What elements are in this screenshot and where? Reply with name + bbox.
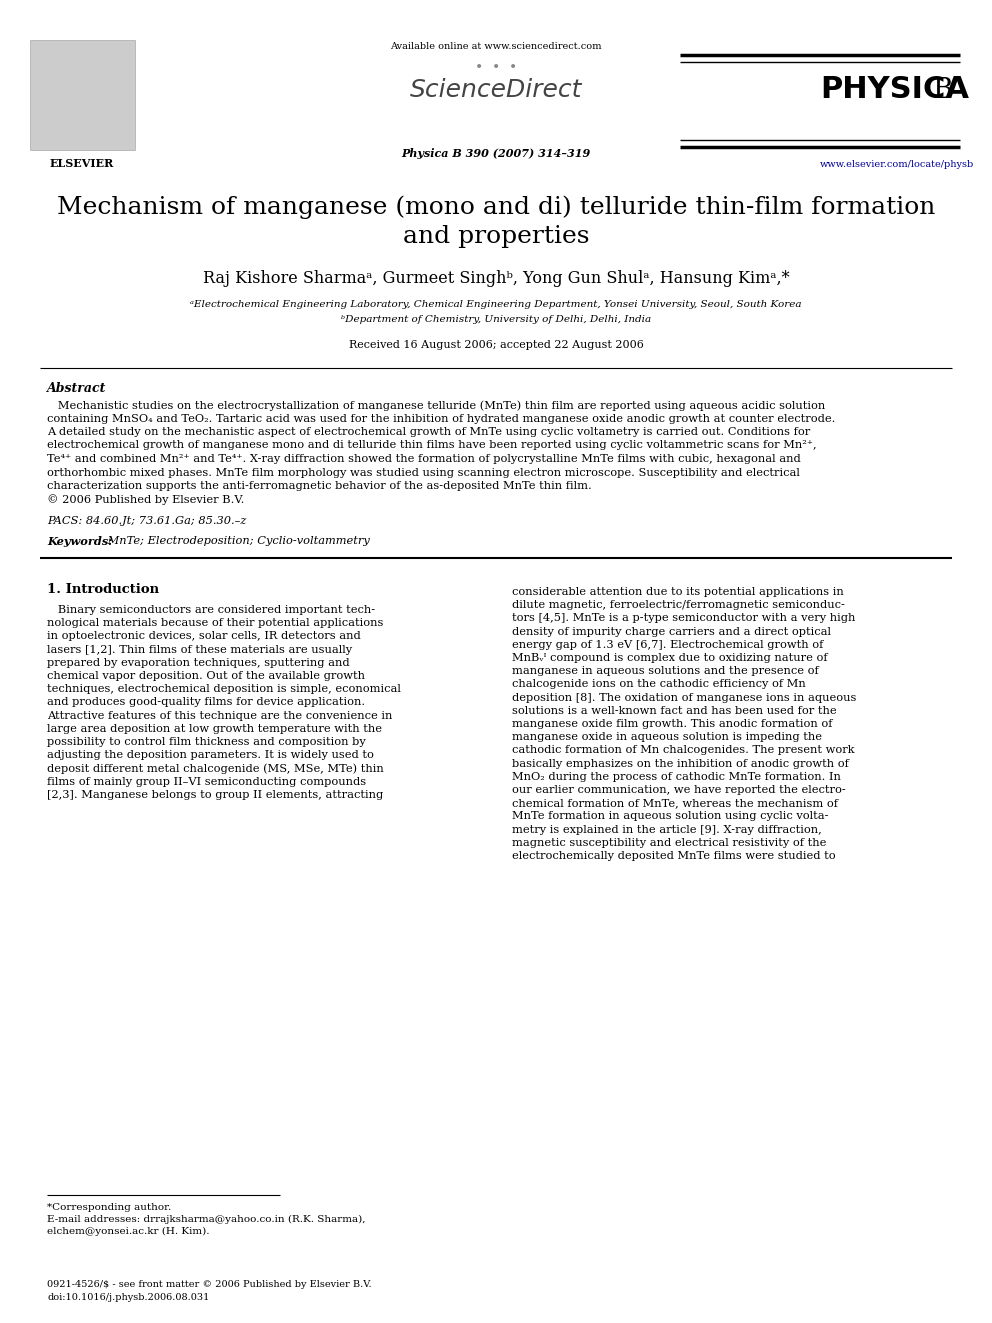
Text: Received 16 August 2006; accepted 22 August 2006: Received 16 August 2006; accepted 22 Aug… — [348, 340, 644, 351]
Text: in optoelectronic devices, solar cells, IR detectors and: in optoelectronic devices, solar cells, … — [47, 631, 361, 642]
Text: electrochemical growth of manganese mono and di telluride thin films have been r: electrochemical growth of manganese mono… — [47, 441, 816, 451]
Text: and produces good-quality films for device application.: and produces good-quality films for devi… — [47, 697, 365, 708]
Text: possibility to control film thickness and composition by: possibility to control film thickness an… — [47, 737, 366, 747]
Text: solutions is a well-known fact and has been used for the: solutions is a well-known fact and has b… — [512, 705, 836, 716]
Text: Keywords:: Keywords: — [47, 536, 112, 546]
Text: considerable attention due to its potential applications in: considerable attention due to its potent… — [512, 587, 844, 597]
Text: Te⁴⁺ and combined Mn²⁺ and Te⁴⁺. X-ray diffraction showed the formation of polyc: Te⁴⁺ and combined Mn²⁺ and Te⁴⁺. X-ray d… — [47, 454, 801, 464]
Text: basically emphasizes on the inhibition of anodic growth of: basically emphasizes on the inhibition o… — [512, 758, 849, 769]
Text: •  •  •: • • • — [475, 60, 517, 74]
Text: Mechanism of manganese (mono and di) telluride thin-film formation: Mechanism of manganese (mono and di) tel… — [57, 194, 935, 218]
Text: deposit different metal chalcogenide (MS, MSe, MTe) thin: deposit different metal chalcogenide (MS… — [47, 763, 384, 774]
Text: doi:10.1016/j.physb.2006.08.031: doi:10.1016/j.physb.2006.08.031 — [47, 1293, 209, 1302]
Text: [2,3]. Manganese belongs to group II elements, attracting: [2,3]. Manganese belongs to group II ele… — [47, 790, 383, 800]
Text: our earlier communication, we have reported the electro-: our earlier communication, we have repor… — [512, 785, 846, 795]
Text: characterization supports the anti-ferromagnetic behavior of the as-deposited Mn: characterization supports the anti-ferro… — [47, 482, 592, 491]
Text: containing MnSO₄ and TeO₂. Tartaric acid was used for the inhibition of hydrated: containing MnSO₄ and TeO₂. Tartaric acid… — [47, 414, 835, 423]
Text: Raj Kishore Sharmaᵃ, Gurmeet Singhᵇ, Yong Gun Shulᵃ, Hansung Kimᵃ,*: Raj Kishore Sharmaᵃ, Gurmeet Singhᵇ, Yon… — [202, 270, 790, 287]
Text: deposition [8]. The oxidation of manganese ions in aqueous: deposition [8]. The oxidation of mangane… — [512, 693, 856, 703]
Text: ScienceDirect: ScienceDirect — [410, 78, 582, 102]
Text: electrochemically deposited MnTe films were studied to: electrochemically deposited MnTe films w… — [512, 851, 835, 861]
Text: Physica B 390 (2007) 314–319: Physica B 390 (2007) 314–319 — [402, 148, 590, 159]
Text: and properties: and properties — [403, 225, 589, 247]
Text: *Corresponding author.: *Corresponding author. — [47, 1203, 172, 1212]
Text: MnTe formation in aqueous solution using cyclic volta-: MnTe formation in aqueous solution using… — [512, 811, 828, 822]
Text: MnBᵥᴵ compound is complex due to oxidizing nature of: MnBᵥᴵ compound is complex due to oxidizi… — [512, 654, 827, 663]
Text: elchem@yonsei.ac.kr (H. Kim).: elchem@yonsei.ac.kr (H. Kim). — [47, 1226, 209, 1236]
Text: www.elsevier.com/locate/physb: www.elsevier.com/locate/physb — [820, 160, 974, 169]
Bar — [30, 40, 135, 149]
Text: ᵇDepartment of Chemistry, University of Delhi, Delhi, India: ᵇDepartment of Chemistry, University of … — [341, 315, 651, 324]
Text: manganese oxide in aqueous solution is impeding the: manganese oxide in aqueous solution is i… — [512, 732, 822, 742]
Text: dilute magnetic, ferroelectric/ferromagnetic semiconduc-: dilute magnetic, ferroelectric/ferromagn… — [512, 601, 845, 610]
Text: chemical formation of MnTe, whereas the mechanism of: chemical formation of MnTe, whereas the … — [512, 798, 838, 808]
Text: Available online at www.sciencedirect.com: Available online at www.sciencedirect.co… — [390, 42, 602, 52]
Text: B: B — [932, 77, 952, 105]
Text: ELSEVIER: ELSEVIER — [50, 157, 114, 169]
Text: E-mail addresses: drrajksharma@yahoo.co.in (R.K. Sharma),: E-mail addresses: drrajksharma@yahoo.co.… — [47, 1215, 365, 1224]
Text: energy gap of 1.3 eV [6,7]. Electrochemical growth of: energy gap of 1.3 eV [6,7]. Electrochemi… — [512, 640, 823, 650]
Text: 0921-4526/$ - see front matter © 2006 Published by Elsevier B.V.: 0921-4526/$ - see front matter © 2006 Pu… — [47, 1279, 372, 1289]
Text: prepared by evaporation techniques, sputtering and: prepared by evaporation techniques, sput… — [47, 658, 349, 668]
Text: adjusting the deposition parameters. It is widely used to: adjusting the deposition parameters. It … — [47, 750, 374, 761]
Text: films of mainly group II–VI semiconducting compounds: films of mainly group II–VI semiconducti… — [47, 777, 366, 787]
Text: density of impurity charge carriers and a direct optical: density of impurity charge carriers and … — [512, 627, 831, 636]
Text: 1. Introduction: 1. Introduction — [47, 583, 159, 595]
Text: techniques, electrochemical deposition is simple, economical: techniques, electrochemical deposition i… — [47, 684, 401, 695]
Text: Abstract: Abstract — [47, 382, 106, 396]
Text: lasers [1,2]. Thin films of these materials are usually: lasers [1,2]. Thin films of these materi… — [47, 644, 352, 655]
Text: A detailed study on the mechanistic aspect of electrochemical growth of MnTe usi: A detailed study on the mechanistic aspe… — [47, 427, 810, 437]
Text: MnO₂ during the process of cathodic MnTe formation. In: MnO₂ during the process of cathodic MnTe… — [512, 771, 841, 782]
Text: magnetic susceptibility and electrical resistivity of the: magnetic susceptibility and electrical r… — [512, 837, 826, 848]
Text: cathodic formation of Mn chalcogenides. The present work: cathodic formation of Mn chalcogenides. … — [512, 745, 854, 755]
Text: nological materials because of their potential applications: nological materials because of their pot… — [47, 618, 383, 628]
Text: Mechanistic studies on the electrocrystallization of manganese telluride (MnTe) : Mechanistic studies on the electrocrysta… — [47, 400, 825, 410]
Text: PHYSICA: PHYSICA — [820, 75, 969, 105]
Text: large area deposition at low growth temperature with the: large area deposition at low growth temp… — [47, 724, 382, 734]
Text: PACS: 84.60.Jt; 73.61.Ga; 85.30.–z: PACS: 84.60.Jt; 73.61.Ga; 85.30.–z — [47, 516, 246, 527]
Text: orthorhombic mixed phases. MnTe film morphology was studied using scanning elect: orthorhombic mixed phases. MnTe film mor… — [47, 467, 800, 478]
Text: chemical vapor deposition. Out of the available growth: chemical vapor deposition. Out of the av… — [47, 671, 365, 681]
Text: ᵃElectrochemical Engineering Laboratory, Chemical Engineering Department, Yonsei: ᵃElectrochemical Engineering Laboratory,… — [190, 300, 802, 310]
Text: chalcogenide ions on the cathodic efficiency of Mn: chalcogenide ions on the cathodic effici… — [512, 680, 806, 689]
Text: Attractive features of this technique are the convenience in: Attractive features of this technique ar… — [47, 710, 393, 721]
Text: © 2006 Published by Elsevier B.V.: © 2006 Published by Elsevier B.V. — [47, 495, 244, 505]
Text: Binary semiconductors are considered important tech-: Binary semiconductors are considered imp… — [47, 605, 375, 615]
Text: tors [4,5]. MnTe is a p-type semiconductor with a very high: tors [4,5]. MnTe is a p-type semiconduct… — [512, 614, 855, 623]
Text: MnTe; Electrodeposition; Cyclio-voltammetry: MnTe; Electrodeposition; Cyclio-voltamme… — [104, 536, 370, 546]
Text: manganese oxide film growth. This anodic formation of: manganese oxide film growth. This anodic… — [512, 718, 832, 729]
Text: manganese in aqueous solutions and the presence of: manganese in aqueous solutions and the p… — [512, 667, 818, 676]
Text: metry is explained in the article [9]. X-ray diffraction,: metry is explained in the article [9]. X… — [512, 824, 821, 835]
